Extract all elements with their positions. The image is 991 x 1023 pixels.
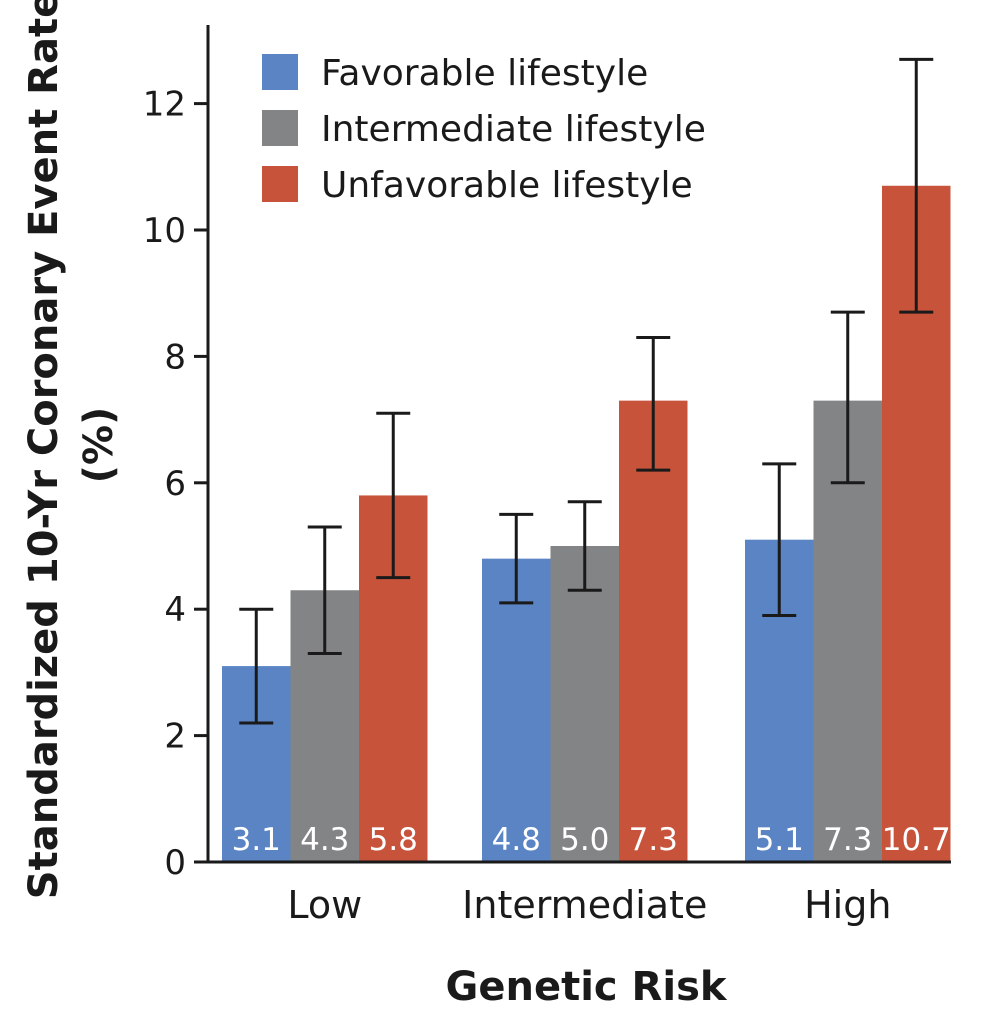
data-label: 7.3 [629,822,678,858]
x-tick-label: Low [287,883,362,927]
y-tick-label: 2 [164,717,186,757]
y-tick-label: 10 [143,211,186,251]
legend-label-1: Favorable lifestyle [321,53,648,94]
data-label: 3.1 [232,822,281,858]
error-bar-high-series-2 [830,310,865,485]
y-axis-title-line2: (%) [76,407,122,484]
data-label: 5.8 [369,822,418,858]
y-axis-title-line1: Standardized 10-Yr Coronary Event Rate [21,0,67,899]
legend-swatch-1 [262,54,298,90]
x-axis-title: Genetic Risk [446,964,728,1010]
data-label: 4.3 [300,822,349,858]
legend-label-3: Unfavorable lifestyle [321,165,693,206]
legend-swatch-2 [262,110,298,146]
bar-intermediate-series-1 [482,558,551,862]
legend-swatch-3 [262,166,298,202]
error-bar-low-series-2 [307,525,342,655]
y-tick-label: 0 [164,843,186,883]
x-tick-label: High [804,883,891,927]
error-bar-high-series-3 [899,57,934,314]
y-tick-label: 12 [143,85,186,125]
data-label: 5.1 [755,822,804,858]
x-tick-label: Intermediate [462,883,707,927]
error-bar-high-series-1 [762,462,797,618]
error-bar-intermediate-series-2 [567,500,602,592]
y-axis-title: Standardized 10-Yr Coronary Event Rate (… [21,0,122,899]
bar-intermediate-series-3 [619,400,688,862]
bars-layer [222,185,951,862]
y-tick-label: 6 [164,464,186,504]
error-bar-low-series-3 [376,411,411,580]
axes-layer: Low Intermediate High 0 2 4 6 8 10 12 [143,25,951,927]
y-tick-label: 8 [164,337,186,377]
data-label: 7.3 [823,822,872,858]
data-labels-layer: 3.1 4.3 5.8 4.8 5.0 7.3 5.1 7.3 10.7 [232,822,951,858]
legend-label-2: Intermediate lifestyle [321,109,706,150]
data-label: 10.7 [882,822,951,858]
data-label: 4.8 [492,822,541,858]
error-bar-intermediate-series-1 [499,512,534,605]
data-label: 5.0 [560,822,609,858]
y-tick-label: 4 [164,590,186,630]
error-bar-intermediate-series-3 [636,335,671,472]
legend: Favorable lifestyle Intermediate lifestyl… [262,53,706,206]
bar-intermediate-series-2 [550,546,619,862]
error-bar-low-series-1 [239,607,274,725]
error-bars-layer [239,57,934,725]
